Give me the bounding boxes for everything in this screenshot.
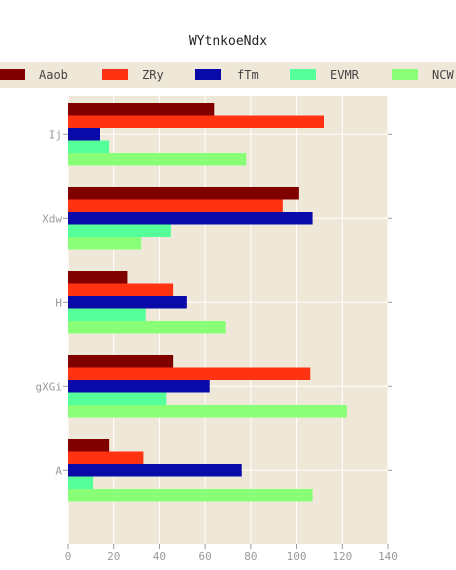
- bar-ftm-ij: [68, 128, 100, 141]
- bar-ncw-gxgi: [68, 405, 347, 418]
- chart-title: WYtnkoeNdx: [188, 34, 268, 49]
- y-tick-label: A: [55, 464, 62, 477]
- y-tick-label: Xdw: [42, 212, 62, 225]
- x-tick-label: 40: [153, 550, 166, 563]
- bar-ncw-a: [68, 489, 313, 502]
- legend-swatch: [392, 69, 418, 80]
- bar-ftm-xdw: [68, 212, 313, 225]
- x-tick-label: 80: [244, 550, 257, 563]
- chart-legend: Aaob ZRy fTm EVMR NCW: [0, 62, 456, 88]
- legend-swatch: [0, 69, 25, 80]
- bar-ftm-h: [68, 296, 187, 309]
- bar-zry-xdw: [68, 199, 283, 212]
- legend-swatch: [290, 69, 316, 80]
- x-tick-label: 120: [332, 550, 352, 563]
- bar-evmr-h: [68, 308, 146, 321]
- legend-swatch: [102, 69, 128, 80]
- bar-zry-gxgi: [68, 367, 311, 380]
- bar-evmr-ij: [68, 140, 110, 153]
- bar-zry-h: [68, 283, 174, 296]
- x-tick-label: 100: [287, 550, 307, 563]
- bar-ftm-gxgi: [68, 380, 210, 393]
- bar-aaob-h: [68, 271, 128, 284]
- bar-evmr-xdw: [68, 224, 171, 237]
- x-tick-label: 0: [65, 550, 72, 563]
- bar-evmr-a: [68, 476, 94, 489]
- legend-swatch: [195, 69, 221, 80]
- y-tick-label: H: [55, 296, 62, 309]
- legend-label: fTm: [237, 68, 259, 82]
- bar-aaob-gxgi: [68, 355, 174, 368]
- legend-label: NCW: [432, 68, 454, 82]
- legend-label: ZRy: [142, 68, 164, 82]
- legend-label: Aaob: [39, 68, 68, 82]
- bar-ftm-a: [68, 464, 242, 477]
- x-tick-label: 60: [199, 550, 212, 563]
- x-tick-label: 140: [378, 550, 398, 563]
- bar-zry-a: [68, 451, 144, 464]
- x-tick-label: 20: [107, 550, 120, 563]
- bar-aaob-a: [68, 439, 110, 452]
- y-tick-label: gXGi: [36, 380, 63, 393]
- bar-evmr-gxgi: [68, 392, 167, 405]
- bar-ncw-xdw: [68, 237, 142, 250]
- bar-aaob-xdw: [68, 187, 299, 200]
- legend-label: EVMR: [330, 68, 359, 82]
- bar-ncw-ij: [68, 153, 247, 166]
- bar-zry-ij: [68, 115, 324, 128]
- bar-aaob-ij: [68, 103, 215, 116]
- bar-ncw-h: [68, 321, 226, 334]
- y-tick-label: Ij: [49, 128, 62, 141]
